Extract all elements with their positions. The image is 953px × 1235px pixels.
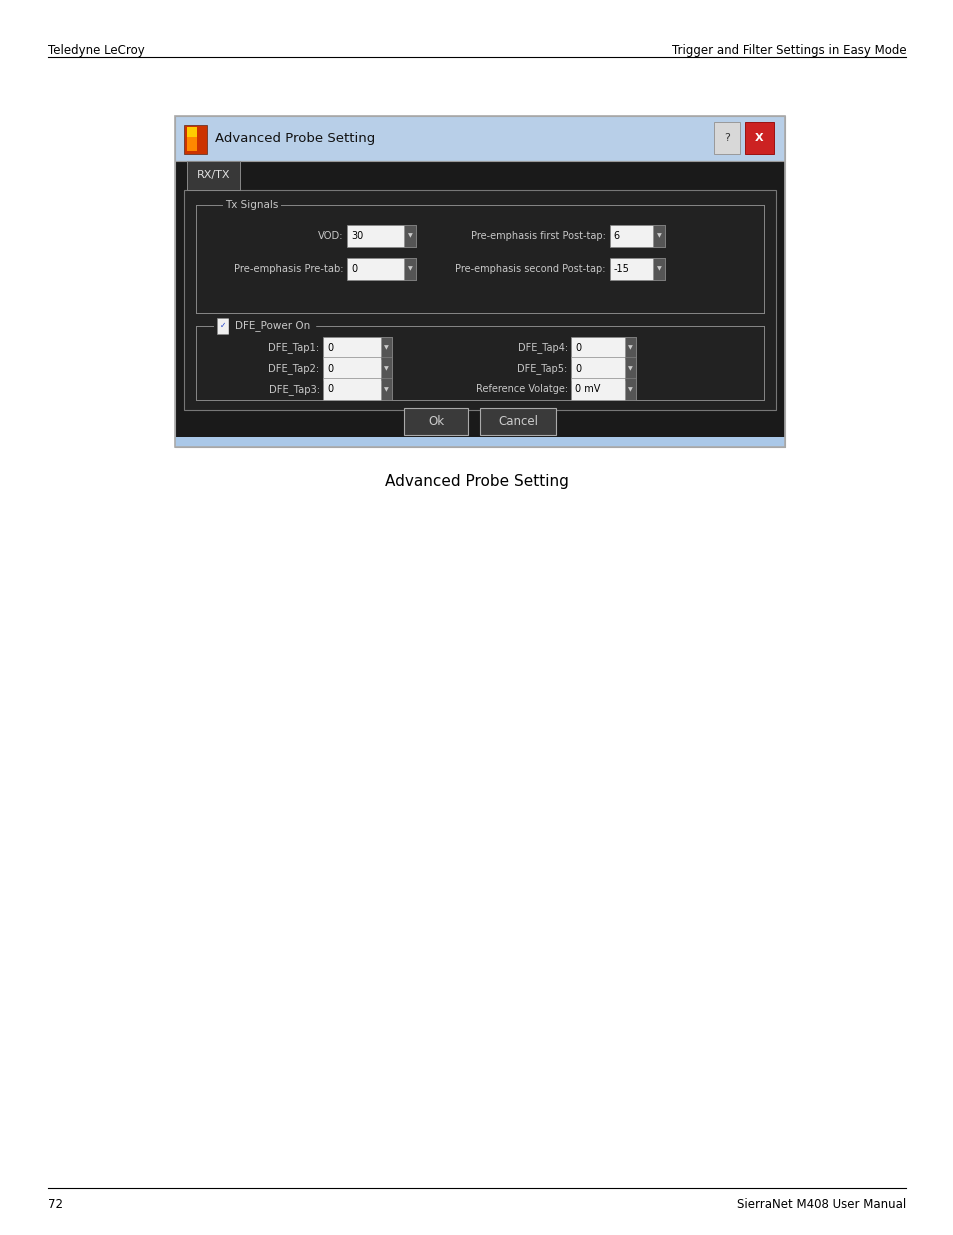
Bar (187, 128, 196, 151)
Text: 0: 0 (327, 363, 333, 374)
Bar (713, 122, 740, 154)
Bar (571, 378, 636, 400)
Bar (187, 161, 240, 190)
Text: 0: 0 (575, 343, 580, 353)
Bar (609, 225, 664, 247)
Bar (174, 161, 784, 447)
Bar (744, 122, 773, 154)
Bar (187, 127, 196, 137)
Text: SierraNet M408 User Manual: SierraNet M408 User Manual (737, 1198, 905, 1212)
Bar (347, 225, 416, 247)
Text: ▼: ▼ (384, 387, 388, 391)
Text: Tx Signals: Tx Signals (225, 200, 278, 210)
Text: 30: 30 (351, 231, 363, 241)
Text: Pre-emphasis second Post-tap:: Pre-emphasis second Post-tap: (455, 264, 605, 274)
Bar (184, 190, 775, 410)
Bar (624, 337, 636, 359)
Text: DFE_Tap1:: DFE_Tap1: (268, 342, 319, 353)
Text: Pre-emphasis Pre-tab:: Pre-emphasis Pre-tab: (233, 264, 343, 274)
Text: X: X (754, 133, 763, 143)
Bar (571, 357, 636, 379)
Text: 0: 0 (327, 343, 333, 353)
Text: ▼: ▼ (628, 366, 632, 370)
Text: ✓: ✓ (219, 321, 226, 330)
Bar (174, 116, 784, 161)
Bar (479, 408, 556, 435)
Bar (184, 125, 207, 154)
Bar (653, 258, 664, 280)
Text: ▼: ▼ (408, 267, 412, 272)
Text: 0: 0 (351, 264, 356, 274)
Bar (323, 337, 392, 359)
Text: Advanced Probe Setting: Advanced Probe Setting (385, 474, 568, 489)
Text: 0: 0 (575, 363, 580, 374)
Text: ▼: ▼ (628, 346, 632, 351)
Text: Cancel: Cancel (497, 415, 537, 427)
Bar (174, 437, 784, 447)
Text: 0: 0 (327, 384, 333, 394)
Text: 72: 72 (48, 1198, 63, 1212)
Text: Pre-emphasis first Post-tap:: Pre-emphasis first Post-tap: (471, 231, 605, 241)
Bar (403, 408, 468, 435)
Bar (653, 225, 664, 247)
Text: 0 mV: 0 mV (575, 384, 600, 394)
Bar (404, 225, 416, 247)
Text: -15: -15 (613, 264, 629, 274)
Bar (624, 378, 636, 400)
Bar (323, 357, 392, 379)
Text: ▼: ▼ (628, 387, 632, 391)
Text: DFE_Tap2:: DFE_Tap2: (268, 363, 319, 374)
Text: RX/TX: RX/TX (196, 170, 231, 180)
Bar (347, 258, 416, 280)
Text: 6: 6 (613, 231, 618, 241)
Text: Ok: Ok (428, 415, 443, 427)
Text: DFE_Tap5:: DFE_Tap5: (517, 363, 567, 374)
Bar (216, 317, 229, 333)
Text: ▼: ▼ (657, 233, 660, 238)
Text: ▼: ▼ (657, 267, 660, 272)
Text: ▼: ▼ (408, 233, 412, 238)
Text: Trigger and Filter Settings in Easy Mode: Trigger and Filter Settings in Easy Mode (671, 43, 905, 57)
Text: DFE_Power On: DFE_Power On (234, 320, 310, 331)
Text: DFE_Tap3:: DFE_Tap3: (269, 384, 319, 395)
Text: ▼: ▼ (384, 346, 388, 351)
Bar (404, 258, 416, 280)
Bar (380, 337, 392, 359)
Text: ▼: ▼ (384, 366, 388, 370)
Bar (571, 337, 636, 359)
Text: Advanced Probe Setting: Advanced Probe Setting (214, 132, 375, 144)
Bar (380, 357, 392, 379)
Text: DFE_Tap4:: DFE_Tap4: (517, 342, 567, 353)
Bar (624, 357, 636, 379)
Bar (323, 378, 392, 400)
Bar (174, 116, 784, 447)
Text: VOD:: VOD: (317, 231, 343, 241)
Bar (380, 378, 392, 400)
Text: Teledyne LeCroy: Teledyne LeCroy (48, 43, 144, 57)
Bar (609, 258, 664, 280)
Text: Reference Volatge:: Reference Volatge: (475, 384, 567, 394)
Text: ?: ? (723, 133, 729, 143)
